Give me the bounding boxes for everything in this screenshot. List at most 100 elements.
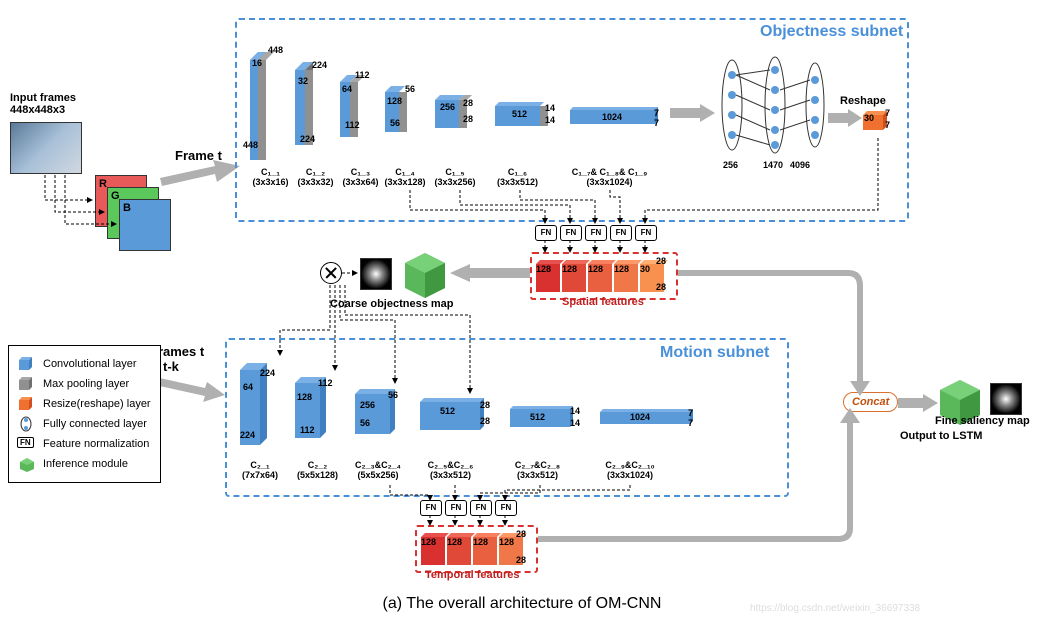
m2: 112 [300,425,315,435]
coarse-map [360,258,392,290]
objectness-title: Objectness subnet [760,23,903,41]
temporal-label: Temporal features [425,569,520,581]
fn-o1: FN [535,225,557,241]
c14: C₁_₄(3x3x128) [380,167,430,187]
fn-m3: FN [470,500,492,516]
fc-layers [720,55,840,165]
n6: 14 [545,103,555,113]
m3: 56 [360,418,370,428]
m1b: 224 [260,368,275,378]
c11: C₁_₁(3x3x16) [248,167,293,187]
n6b: 14 [545,115,555,125]
rs2: 7 [885,108,890,118]
n2: 224 [300,134,315,144]
legend-inference: Inference module [17,456,152,472]
tf6: 28 [516,555,526,565]
n7c: 1024 [602,112,622,122]
tf2: 128 [447,537,462,547]
legend-conv: Convolutional layer [17,356,152,372]
tf4: 128 [499,537,514,547]
n4c: 128 [387,96,402,106]
fn-o3: FN [585,225,607,241]
arrow-frame-tk [155,375,225,405]
sf1: 128 [536,264,551,274]
n1: 448 [243,140,258,150]
m1: 224 [240,430,255,440]
fn-o5: FN [635,225,657,241]
spatial-label: Spatial features [562,296,644,308]
legend-pool: Max pooling layer [17,376,152,392]
c15: C₁_₅(3x3x256) [430,167,480,187]
fn-o2: FN [560,225,582,241]
c22: C₂_₂(5x5x128) [290,460,345,480]
legend-fc: Fully connected layer [17,416,152,432]
input-image [10,122,82,174]
n3: 112 [345,120,360,130]
fn-m1: FN [420,500,442,516]
fc1: 256 [723,160,738,170]
fn-m4: FN [495,500,517,516]
arrow-concat-out [898,394,938,412]
legend-fn: FN Feature normalization [17,436,152,452]
m4c: 512 [440,406,455,416]
n2b: 224 [312,60,327,70]
fn-m2: FN [445,500,467,516]
n7: 7 [654,108,659,118]
n5b: 28 [463,114,473,124]
n7b: 7 [654,118,659,128]
c12: C₁_₂(3x3x32) [293,167,338,187]
n3c: 64 [342,84,352,94]
sf6: 28 [656,256,666,266]
rs1: 30 [864,113,874,123]
fine-map [990,383,1022,415]
n6c: 512 [512,109,527,119]
rs3: 7 [885,120,890,130]
c17: C₁_₇& C₁_₈& C₁_₉(3x3x1024) [562,167,657,187]
multiply-icon [320,262,342,284]
n1b: 448 [268,45,283,55]
c13: C₁_₃(3x3x64) [338,167,383,187]
n2c: 32 [298,76,308,86]
fn-o4: FN [610,225,632,241]
output-lstm: Output to LSTM [900,430,982,442]
c23: C₂_₃&C₂_₄(5x5x256) [348,460,408,480]
arrow-frame-t [160,160,240,190]
input-title: Input frames 448x448x3 [10,92,76,116]
m4b: 28 [480,416,490,426]
tf3: 128 [473,537,488,547]
c25: C₂_₅&C₂_₆(3x3x512) [418,460,483,480]
n5c: 256 [440,102,455,112]
watermark: https://blog.csdn.net/weixin_36697338 [750,603,920,614]
m3c: 256 [360,400,375,410]
fine-label: Fine saliency map [935,415,1030,427]
legend-resize: Resize(reshape) layer [17,396,152,412]
m3b: 56 [388,390,398,400]
fc2: 4096 [790,160,810,170]
arrow-sp-inf [450,264,530,284]
n5: 28 [463,98,473,108]
c16: C₁_₆(3x3x512) [490,167,545,187]
m4: 28 [480,400,490,410]
sf3: 128 [588,264,603,274]
fc3: 1470 [763,160,783,170]
n3b: 112 [355,70,370,80]
n4b: 56 [405,84,415,94]
c21: C₂_₁(7x7x64) [235,460,285,480]
legend: Convolutional layer Max pooling layer Re… [8,345,161,483]
rgb-b: B [119,199,171,251]
sf2: 128 [562,264,577,274]
arrow-temporal-concat [538,408,868,558]
sf5: 30 [640,264,650,274]
arrow-spatial-concat [678,266,878,406]
m2b: 112 [318,378,333,388]
n4: 56 [390,118,400,128]
sf7: 28 [656,282,666,292]
sf4: 128 [614,264,629,274]
n1c: 16 [252,58,262,68]
m1c: 64 [243,382,253,392]
m2c: 128 [297,392,312,402]
reshape-label: Reshape [840,95,886,107]
tf5: 28 [516,529,526,539]
coarse-label: Coarse objectness map [330,298,454,310]
inference-1 [400,248,450,298]
